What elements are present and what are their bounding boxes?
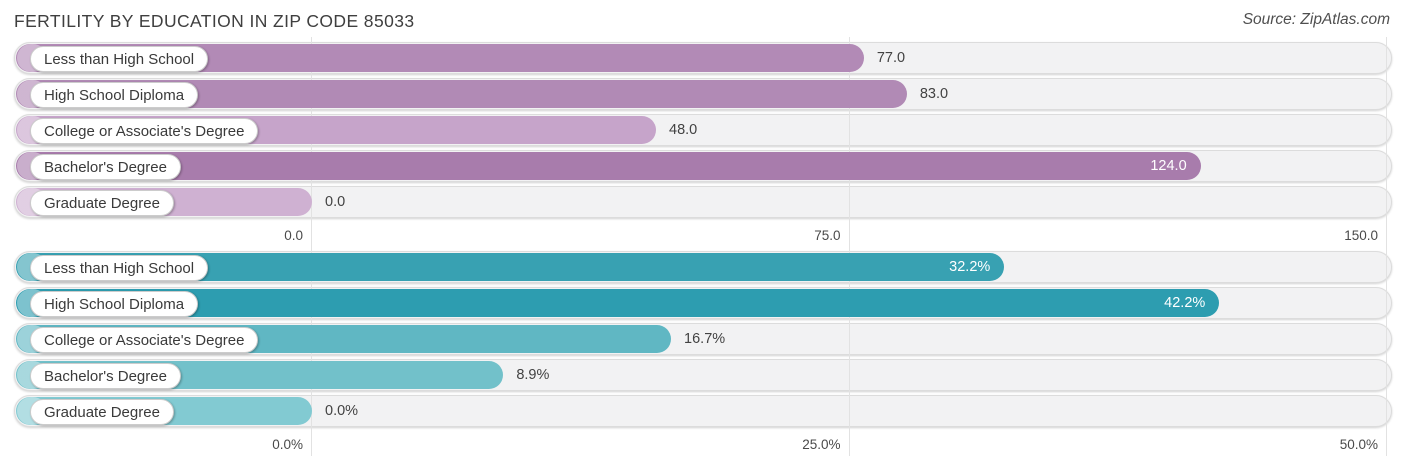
bar: 124.0 [16,152,1201,180]
bar-row: College or Associate's Degree 48.0 [14,114,1392,146]
bar-track: High School Diploma 83.0 [14,78,1392,110]
bar-track: 124.0 Bachelor's Degree [14,150,1392,182]
category-label: Graduate Degree [44,194,160,212]
axis-tick-label: 150.0 [1344,228,1378,243]
bar-value-label: 32.2% [949,259,991,275]
category-label: Less than High School [44,259,195,277]
axis-tick-label: 50.0% [1339,437,1378,452]
category-label: Bachelor's Degree [44,367,167,385]
category-label-pill: High School Diploma [30,82,199,108]
plot-area: Less than High School 77.0 High School D… [14,37,1392,460]
fertility-rate-chart: Less than High School 77.0 High School D… [14,42,1392,251]
bar-row: Less than High School 77.0 [14,42,1392,74]
category-label: Bachelor's Degree [44,158,167,176]
axis-tick-label: 25.0% [802,437,841,452]
bar-row: 124.0 Bachelor's Degree [14,150,1392,182]
axis-tick-label: 0.0% [272,437,303,452]
bar-row: College or Associate's Degree 16.7% [14,323,1392,355]
category-label-pill: Bachelor's Degree [30,363,181,389]
category-label: High School Diploma [44,295,185,313]
category-label-pill: College or Associate's Degree [30,118,259,144]
bar-track: 32.2% Less than High School [14,251,1392,283]
bar-value-label: 8.9% [516,367,550,383]
category-label: Less than High School [44,50,195,68]
bar-track: College or Associate's Degree 16.7% [14,323,1392,355]
bar-value-label: 48.0 [669,122,698,138]
category-label: Graduate Degree [44,403,160,421]
bar-track: Graduate Degree 0.0% [14,395,1392,427]
bar-track: 42.2% High School Diploma [14,287,1392,319]
category-label: High School Diploma [44,86,185,104]
bar-row: Graduate Degree 0.0 [14,186,1392,218]
category-label-pill: Less than High School [30,255,209,281]
axis-tick-label: 0.0 [284,228,303,243]
bar-row: Bachelor's Degree 8.9% [14,359,1392,391]
category-label-pill: High School Diploma [30,291,199,317]
category-label-pill: College or Associate's Degree [30,327,259,353]
bar-value-label: 83.0 [919,86,949,102]
category-label-pill: Less than High School [30,46,209,72]
bar-track: Bachelor's Degree 8.9% [14,359,1392,391]
category-label-pill: Bachelor's Degree [30,154,181,180]
bar-value-label: 42.2% [1164,295,1206,311]
fertility-percent-chart: 32.2% Less than High School 42.2% High S… [14,251,1392,460]
bar-value-label: 0.0 [325,194,346,210]
x-axis: 0.0 75.0 150.0 [14,222,1392,251]
page-title: FERTILITY BY EDUCATION IN ZIP CODE 85033 [14,11,415,31]
bar-row: 42.2% High School Diploma [14,287,1392,319]
source-attribution: Source: ZipAtlas.com [1242,11,1390,28]
chart-header: FERTILITY BY EDUCATION IN ZIP CODE 85033… [0,0,1406,37]
bar: 42.2% [16,289,1220,317]
x-axis: 0.0% 25.0% 50.0% [14,431,1392,460]
bar-row: Graduate Degree 0.0% [14,395,1392,427]
bar-track: Graduate Degree 0.0 [14,186,1392,218]
bar-value-label: 124.0 [1150,158,1187,174]
bar-row: High School Diploma 83.0 [14,78,1392,110]
category-label-pill: Graduate Degree [30,190,174,216]
category-label-pill: Graduate Degree [30,399,174,425]
bar-track: Less than High School 77.0 [14,42,1392,74]
axis-tick-label: 75.0 [814,228,841,243]
bar-track: College or Associate's Degree 48.0 [14,114,1392,146]
bar-value-label: 16.7% [684,331,726,347]
category-label: College or Associate's Degree [44,122,245,140]
category-label: College or Associate's Degree [44,331,245,349]
bar-value-label: 0.0% [325,403,359,419]
bar-value-label: 77.0 [876,50,906,66]
bar-row: 32.2% Less than High School [14,251,1392,283]
